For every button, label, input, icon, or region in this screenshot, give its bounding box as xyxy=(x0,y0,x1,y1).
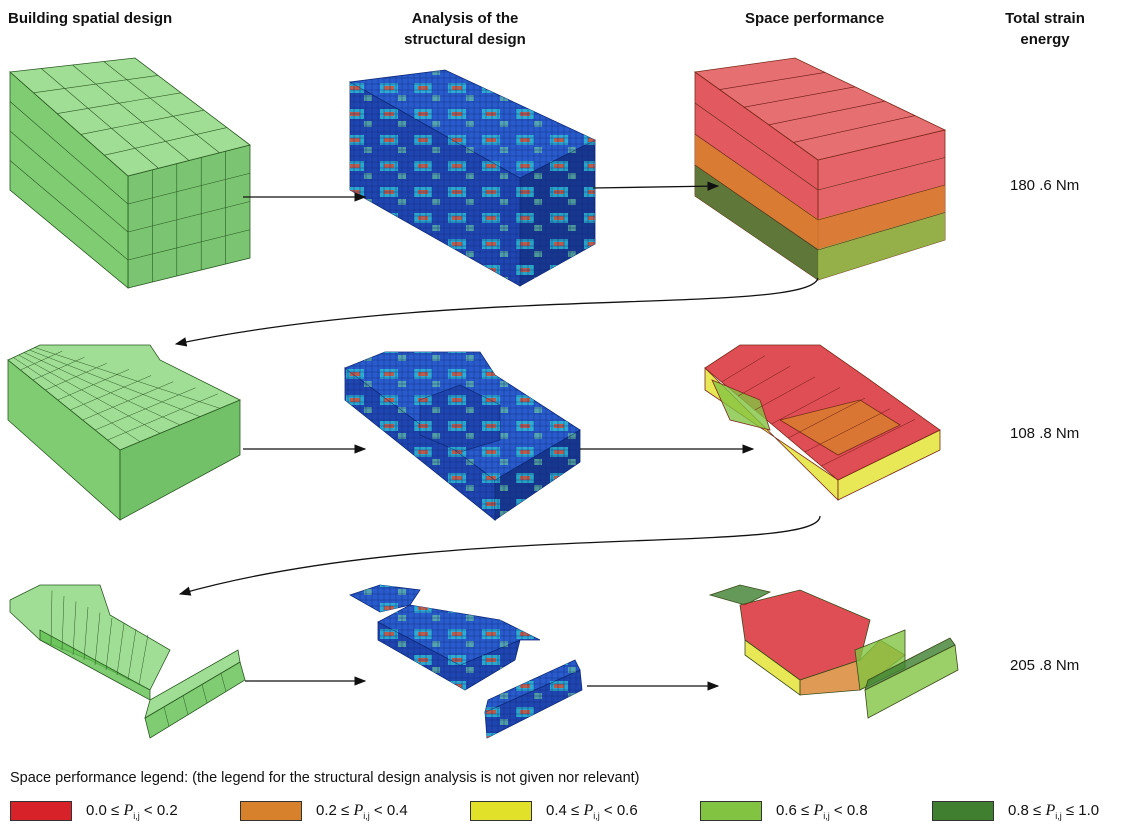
strain-energy-row1: 180 .6 Nm xyxy=(1010,177,1080,194)
header-structural-analysis: Analysis of the structural design xyxy=(380,8,550,50)
legend-swatch-orange xyxy=(240,801,302,821)
header-total-strain-energy: Total strain energy xyxy=(985,8,1105,50)
legend-item-0: 0.0 ≤ Pi,j < 0.2 xyxy=(10,799,178,823)
arrow-feedback-row1-to-row2 xyxy=(174,277,819,347)
legend-swatch-red xyxy=(10,801,72,821)
strain-energy-row2: 108 .8 Nm xyxy=(1010,425,1080,442)
legend-label: 0.4 ≤ Pi,j < 0.6 xyxy=(546,801,638,821)
row1-space-performance-model xyxy=(693,57,947,281)
legend-swatch-yellow xyxy=(470,801,532,821)
legend-item-2: 0.4 ≤ Pi,j < 0.6 xyxy=(470,799,638,823)
header-energy-line1: Total strain xyxy=(1005,10,1085,27)
legend-label: 0.8 ≤ Pi,j ≤ 1.0 xyxy=(1008,801,1100,821)
header-space-performance: Space performance xyxy=(745,10,885,27)
header-structural-line1: Analysis of the xyxy=(411,10,519,27)
legend-label: 0.6 ≤ Pi,j < 0.8 xyxy=(776,801,868,821)
row1-structural-analysis-model xyxy=(348,69,596,287)
row3-structural-analysis-model xyxy=(349,584,583,739)
legend-item-4: 0.8 ≤ Pi,j ≤ 1.0 xyxy=(932,799,1099,823)
legend-title: Space performance legend: (the legend fo… xyxy=(10,770,640,786)
header-structural-line2: structural design xyxy=(404,31,526,48)
row2-spatial-model xyxy=(7,344,241,521)
model-layer xyxy=(7,57,959,739)
arrow-row1-analysis-to-performance xyxy=(592,181,720,191)
row2-structural-analysis-model xyxy=(344,351,581,521)
strain-energy-row3: 205 .8 Nm xyxy=(1010,657,1080,674)
row1-spatial-model xyxy=(9,57,251,289)
header-building-spatial-design: Building spatial design xyxy=(8,10,173,27)
legend-item-3: 0.6 ≤ Pi,j < 0.8 xyxy=(700,799,868,823)
header-energy-line2: energy xyxy=(1020,31,1070,48)
legend-label: 0.0 ≤ Pi,j < 0.2 xyxy=(86,801,178,821)
row2-space-performance-model xyxy=(704,344,941,501)
row3-spatial-model xyxy=(9,584,246,739)
legend-swatch-light-green xyxy=(700,801,762,821)
legend-label: 0.2 ≤ Pi,j < 0.4 xyxy=(316,801,408,821)
legend-swatch-dark-green xyxy=(932,801,994,821)
arrow-feedback-row2-to-row3 xyxy=(178,515,821,596)
row3-space-performance-model xyxy=(708,584,959,719)
legend-item-1: 0.2 ≤ Pi,j < 0.4 xyxy=(240,799,408,823)
space-performance-legend: 0.0 ≤ Pi,j < 0.2 0.2 ≤ Pi,j < 0.4 0.4 ≤ … xyxy=(10,799,1128,823)
